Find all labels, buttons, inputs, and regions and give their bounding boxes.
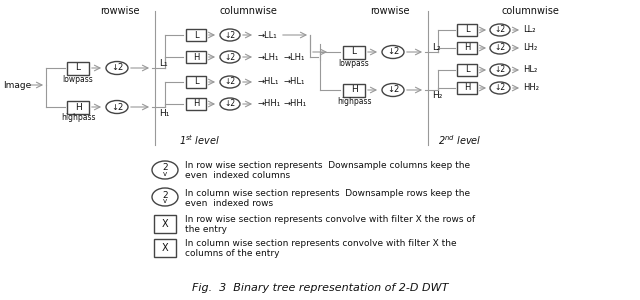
Text: lowpass: lowpass — [63, 74, 93, 83]
Text: →HH₁: →HH₁ — [257, 100, 280, 109]
Text: v: v — [163, 171, 167, 177]
Bar — [186, 29, 206, 41]
Text: Fig.  3  Binary tree representation of 2-D DWT: Fig. 3 Binary tree representation of 2-D… — [192, 283, 448, 293]
Text: In column wise section represents convolve with filter X the: In column wise section represents convol… — [185, 239, 456, 248]
Text: L: L — [76, 64, 81, 73]
Text: L: L — [465, 26, 469, 34]
Ellipse shape — [106, 61, 128, 74]
Text: L: L — [194, 77, 198, 86]
Text: ↓2: ↓2 — [495, 44, 506, 52]
Text: X: X — [162, 243, 168, 253]
Ellipse shape — [382, 83, 404, 97]
Text: L: L — [465, 65, 469, 74]
Text: LH₂: LH₂ — [523, 44, 537, 52]
Text: columns of the entry: columns of the entry — [185, 250, 280, 259]
Bar — [154, 215, 176, 233]
Text: 2$^{nd}$ level: 2$^{nd}$ level — [438, 133, 482, 147]
Text: highpass: highpass — [337, 97, 371, 106]
Bar — [457, 42, 477, 54]
Text: ↓2: ↓2 — [495, 83, 506, 92]
Text: →HH₁: →HH₁ — [283, 100, 306, 109]
Text: v: v — [163, 198, 167, 204]
Ellipse shape — [220, 51, 240, 63]
Text: ↓2: ↓2 — [225, 31, 236, 40]
Text: 2: 2 — [162, 164, 168, 172]
Text: highpass: highpass — [61, 113, 95, 122]
Text: H: H — [193, 100, 199, 109]
Text: ↓2: ↓2 — [387, 85, 399, 94]
Text: →LL₁: →LL₁ — [257, 31, 276, 40]
Text: L: L — [194, 31, 198, 40]
Text: →LH₁: →LH₁ — [283, 52, 305, 62]
Ellipse shape — [106, 100, 128, 113]
Bar — [186, 98, 206, 110]
Text: ↓2: ↓2 — [225, 77, 236, 86]
Ellipse shape — [382, 46, 404, 59]
Text: columnwise: columnwise — [501, 6, 559, 16]
Text: 2: 2 — [162, 190, 168, 200]
Text: H₁: H₁ — [159, 109, 170, 118]
Text: ↓2: ↓2 — [495, 65, 506, 74]
Ellipse shape — [152, 188, 178, 206]
Ellipse shape — [490, 42, 510, 54]
Text: X: X — [162, 219, 168, 229]
Ellipse shape — [152, 161, 178, 179]
Bar — [186, 51, 206, 63]
Text: H: H — [193, 52, 199, 62]
Bar — [457, 64, 477, 76]
Text: →HL₁: →HL₁ — [257, 77, 278, 86]
Text: columnwise: columnwise — [219, 6, 277, 16]
Text: HL₂: HL₂ — [523, 65, 537, 74]
Text: →HL₁: →HL₁ — [283, 77, 305, 86]
Text: →LH₁: →LH₁ — [257, 52, 278, 62]
Text: H: H — [75, 103, 81, 112]
Text: H: H — [351, 85, 357, 94]
Text: HH₂: HH₂ — [523, 83, 539, 92]
Text: In row wise section represents convolve with filter X the rows of: In row wise section represents convolve … — [185, 215, 475, 224]
Ellipse shape — [220, 29, 240, 41]
Ellipse shape — [490, 64, 510, 76]
Bar — [343, 46, 365, 59]
Text: rowwise: rowwise — [100, 6, 140, 16]
Ellipse shape — [220, 76, 240, 88]
Text: H: H — [464, 83, 470, 92]
Text: L₂: L₂ — [432, 43, 440, 52]
Text: ↓2: ↓2 — [495, 26, 506, 34]
Text: LL₂: LL₂ — [523, 26, 536, 34]
Text: L₁: L₁ — [159, 58, 168, 68]
Bar — [67, 61, 89, 74]
Ellipse shape — [490, 82, 510, 94]
Text: In row wise section represents  Downsample columns keep the: In row wise section represents Downsampl… — [185, 161, 470, 170]
Bar — [457, 24, 477, 36]
Text: H₂: H₂ — [432, 92, 442, 100]
Ellipse shape — [490, 24, 510, 36]
Bar — [186, 76, 206, 88]
Text: the entry: the entry — [185, 226, 227, 235]
Text: ↓2: ↓2 — [111, 103, 123, 112]
Text: 1$^{st}$ level: 1$^{st}$ level — [179, 133, 221, 147]
Ellipse shape — [220, 98, 240, 110]
Text: H: H — [464, 44, 470, 52]
Text: ↓2: ↓2 — [387, 47, 399, 56]
Text: ↓2: ↓2 — [225, 52, 236, 62]
Text: In column wise section represents  Downsample rows keep the: In column wise section represents Downsa… — [185, 188, 470, 197]
Text: rowwise: rowwise — [371, 6, 410, 16]
Bar — [457, 82, 477, 94]
Text: ↓2: ↓2 — [111, 64, 123, 73]
Text: L: L — [351, 47, 356, 56]
Bar — [67, 100, 89, 113]
Text: lowpass: lowpass — [339, 58, 369, 68]
Text: even  indexed rows: even indexed rows — [185, 199, 273, 208]
Text: ↓2: ↓2 — [225, 100, 236, 109]
Text: even  indexed columns: even indexed columns — [185, 172, 290, 181]
Bar — [343, 83, 365, 97]
Bar — [154, 239, 176, 257]
Text: Image: Image — [3, 80, 31, 89]
